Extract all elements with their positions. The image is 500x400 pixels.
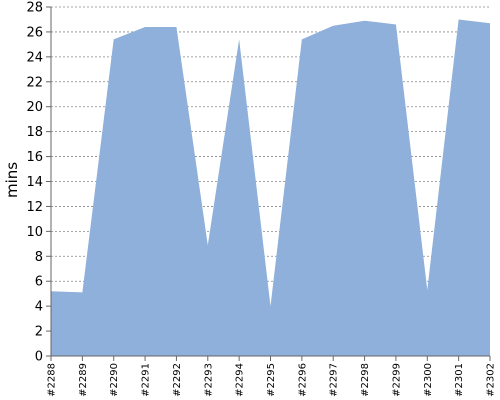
x-tick-label-11: #2299 [391, 363, 402, 397]
x-tick-label-8: #2296 [297, 363, 308, 397]
y-tick-label-16: 16 [26, 150, 43, 165]
y-axis-label: mins [3, 162, 21, 198]
y-tick-label-2: 2 [35, 325, 43, 340]
y-tick-label-12: 12 [26, 200, 43, 215]
y-tick-label-22: 22 [26, 75, 43, 90]
y-tick-label-8: 8 [35, 250, 43, 265]
y-tick-label-24: 24 [26, 50, 43, 65]
y-tick-label-0: 0 [35, 350, 43, 365]
y-tick-label-10: 10 [26, 225, 43, 240]
x-tick-label-13: #2301 [454, 363, 465, 397]
axis-layer [46, 6, 491, 361]
x-tick-label-10: #2298 [360, 363, 371, 397]
x-tick-label-7: #2295 [266, 363, 277, 397]
y-tick-label-20: 20 [26, 100, 43, 115]
x-tick-labels: #2288 #2289 #2290 #2291 #2292 #2293 #2294 #2295… [47, 363, 497, 397]
x-tick-label-3: #2291 [141, 363, 152, 397]
x-tick-label-4: #2292 [172, 363, 183, 397]
x-tick-label-14: #2302 [486, 363, 497, 397]
x-tick-label-6: #2294 [235, 363, 246, 397]
x-tick-label-12: #2300 [423, 363, 434, 397]
y-tick-label-28: 28 [26, 1, 43, 16]
y-tick-label-18: 18 [26, 125, 43, 140]
series-layer [51, 19, 490, 357]
x-tick-label-5: #2293 [203, 363, 214, 397]
x-tick-label-9: #2297 [329, 363, 340, 397]
x-tick-label-0: #2288 [47, 363, 58, 397]
y-tick-label-4: 4 [35, 300, 43, 315]
y-tick-label-26: 26 [26, 25, 43, 40]
area-series-0 [51, 19, 490, 357]
x-tick-label-1: #2289 [78, 363, 89, 397]
y-tick-label-6: 6 [35, 275, 43, 290]
x-tick-label-2: #2290 [109, 363, 120, 397]
y-tick-label-14: 14 [26, 175, 43, 190]
